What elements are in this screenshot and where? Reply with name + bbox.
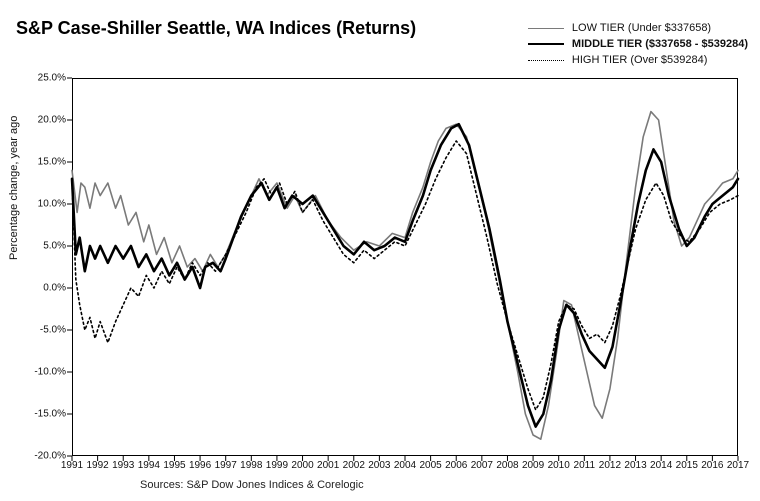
x-tick-label: 2010 [548, 460, 570, 471]
legend-swatch [528, 43, 564, 45]
x-tick-label: 2000 [291, 460, 313, 471]
legend-item: HIGH TIER (Over $539284) [528, 54, 748, 66]
chart-title: S&P Case-Shiller Seattle, WA Indices (Re… [16, 18, 416, 39]
x-tick-label: 1991 [61, 460, 83, 471]
y-tick-label: -5.0% [40, 325, 66, 336]
x-tick-label: 2016 [701, 460, 723, 471]
x-tick-label: 2008 [496, 460, 518, 471]
legend-item: LOW TIER (Under $337658) [528, 22, 748, 34]
chart-legend: LOW TIER (Under $337658) MIDDLE TIER ($33… [528, 22, 748, 70]
y-tick-label: 15.0% [38, 157, 66, 168]
x-tick-label: 2014 [650, 460, 672, 471]
x-tick-label: 1995 [163, 460, 185, 471]
x-tick-label: 2005 [419, 460, 441, 471]
legend-item: MIDDLE TIER ($337658 - $539284) [528, 38, 748, 50]
y-tick-label: 0.0% [43, 283, 66, 294]
x-tick-label: 2017 [727, 460, 749, 471]
x-tick-label: 1993 [112, 460, 134, 471]
legend-label: HIGH TIER (Over $539284) [572, 54, 708, 66]
y-tick-label: 5.0% [43, 241, 66, 252]
y-tick-label: -10.0% [34, 367, 66, 378]
x-tick-label: 2012 [599, 460, 621, 471]
y-tick-label: -15.0% [34, 409, 66, 420]
legend-label: MIDDLE TIER ($337658 - $539284) [572, 38, 748, 50]
series-line [72, 141, 738, 410]
x-tick-label: 2007 [471, 460, 493, 471]
x-tick-label: 2009 [522, 460, 544, 471]
x-tick-label: 1997 [215, 460, 237, 471]
plot-area: 25.0%20.0%15.0%10.0%5.0%0.0%-5.0%-10.0%-… [72, 78, 738, 456]
series-line [72, 112, 738, 440]
x-tick-label: 2001 [317, 460, 339, 471]
x-tick-label: 2013 [624, 460, 646, 471]
x-tick-label: 2011 [574, 460, 596, 471]
x-tick-label: 1999 [266, 460, 288, 471]
y-tick-label: 20.0% [38, 115, 66, 126]
x-tick-label: 2004 [394, 460, 416, 471]
y-tick-label: 10.0% [38, 199, 66, 210]
x-tick-label: 2002 [343, 460, 365, 471]
x-tick-label: 1994 [138, 460, 160, 471]
x-tick-label: 2003 [368, 460, 390, 471]
legend-swatch [528, 60, 564, 61]
x-tick-label: 2006 [445, 460, 467, 471]
chart-frame: S&P Case-Shiller Seattle, WA Indices (Re… [0, 0, 760, 501]
x-tick-label: 1998 [240, 460, 262, 471]
x-tick-label: 1992 [86, 460, 108, 471]
x-tick-label: 1996 [189, 460, 211, 471]
legend-swatch [528, 28, 564, 29]
source-text: Sources: S&P Dow Jones Indices & Corelog… [140, 479, 364, 491]
legend-label: LOW TIER (Under $337658) [572, 22, 711, 34]
chart-svg [72, 78, 738, 456]
x-tick-label: 2015 [676, 460, 698, 471]
y-tick-label: 25.0% [38, 73, 66, 84]
y-axis-label: Percentage change, year ago [8, 116, 20, 260]
